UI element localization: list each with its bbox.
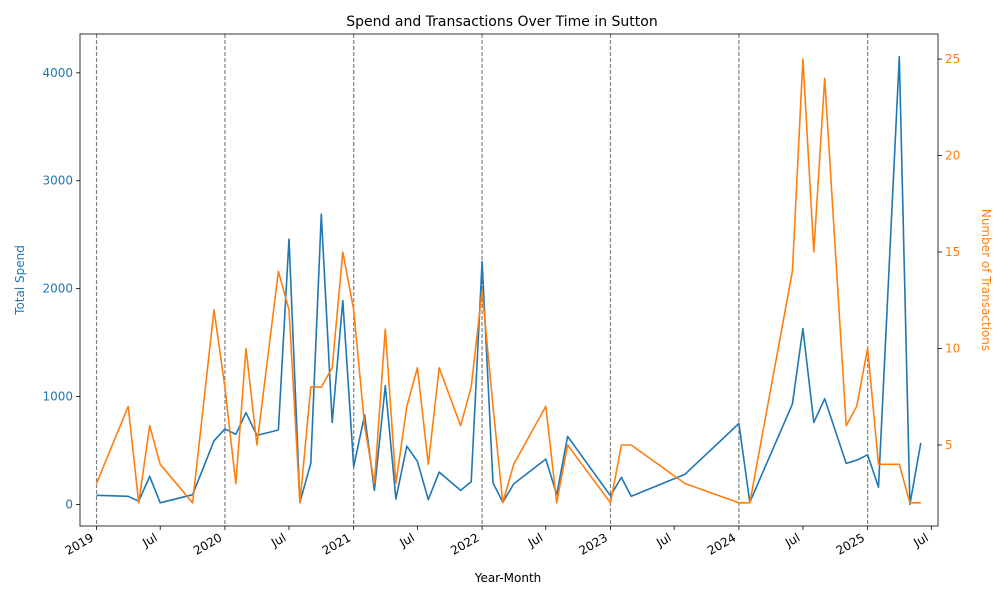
right-tick-label: 10 — [945, 341, 960, 355]
series-layer — [95, 55, 922, 506]
left-tick-label: 3000 — [42, 174, 73, 188]
right-tick-label: 15 — [945, 245, 960, 259]
left-axis-title: Total Spend — [13, 245, 27, 316]
x-axis-title: Year-Month — [474, 571, 542, 585]
left-tick-label: 1000 — [42, 390, 73, 404]
chart-title: Spend and Transactions Over Time in Sutt… — [346, 14, 657, 30]
x-tick-label: Jul — [268, 530, 288, 550]
x-tick-label: Jul — [525, 530, 545, 550]
x-tick-label: Jul — [910, 530, 930, 550]
x-tick-label: Jul — [782, 530, 802, 550]
transactions-points — [96, 59, 921, 503]
left-tick-label: 0 — [65, 497, 73, 511]
x-tick-label: Jul — [139, 530, 159, 550]
right-tick-label: 5 — [945, 438, 953, 452]
right-tick-label: 25 — [945, 52, 960, 66]
x-tick-label: Jul — [396, 530, 416, 550]
right-axis-title: Number of Transactions — [979, 209, 993, 351]
left-tick-label: 2000 — [42, 282, 73, 296]
plot-frame — [79, 33, 939, 527]
right-tick-label: 20 — [945, 149, 960, 163]
x-tick-label: Jul — [653, 530, 673, 550]
year-marker-layer — [95, 34, 869, 526]
left-tick-label: 4000 — [42, 66, 73, 80]
